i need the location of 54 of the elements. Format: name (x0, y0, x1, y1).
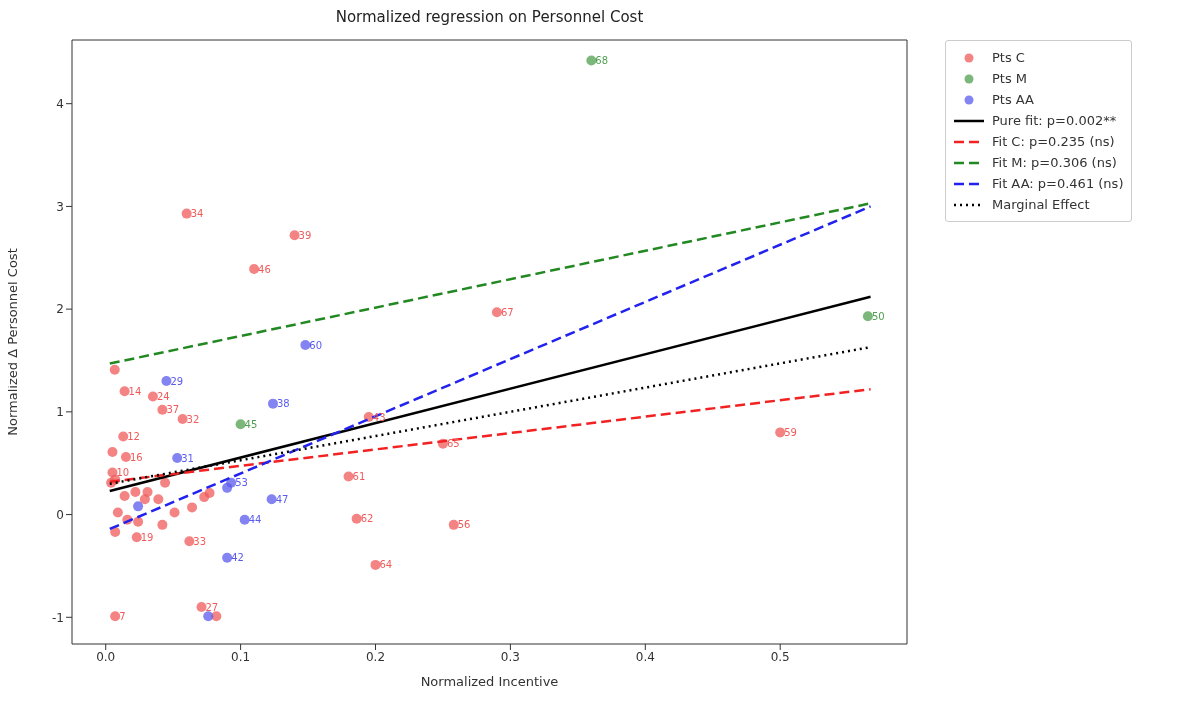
annotation: 62 (360, 513, 374, 525)
legend-label: Fit M: p=0.306 (ns) (992, 155, 1117, 170)
annotation: 50 (871, 310, 885, 322)
annotation: 67 (500, 306, 514, 318)
annotation: 34 (190, 208, 204, 220)
annotation: 42 (231, 552, 244, 564)
annotation: 29 (170, 375, 184, 387)
x-tick-label: 0.3 (500, 649, 520, 664)
annotation: 56 (457, 519, 471, 531)
legend-label: Pts AA (992, 92, 1034, 107)
annotation: 31 (181, 452, 194, 464)
annotation: 7 (119, 610, 126, 622)
chart-title: Normalized regression on Personnel Cost (334, 8, 645, 26)
annotation: 27 (205, 601, 219, 613)
annotation: 33 (193, 535, 207, 547)
annotation: 37 (166, 404, 180, 416)
annotation: 53 (235, 477, 248, 489)
legend-label: Pts C (992, 50, 1025, 65)
legend-label: Marginal Effect (992, 197, 1090, 212)
annotation: 16 (129, 451, 143, 463)
annotation: 60 (309, 339, 323, 351)
x-tick-label: 0.1 (231, 649, 251, 664)
annotation: 39 (298, 229, 312, 241)
annotation: 19 (140, 531, 154, 543)
annotation: 61 (352, 471, 366, 483)
y-tick-label: 3 (56, 199, 64, 214)
legend-label: Fit AA: p=0.461 (ns) (992, 176, 1124, 191)
annotation: 68 (595, 55, 609, 67)
annotation: 45 (244, 418, 258, 430)
annotation: 59 (784, 426, 797, 438)
x-tick-label: 0.2 (365, 649, 386, 664)
y-tick-label: -1 (52, 610, 64, 625)
legend-label: Pure fit: p=0.002** (992, 113, 1117, 128)
y-tick-label: 0 (56, 507, 64, 522)
annotation: 64 (379, 559, 393, 571)
x-axis-title: Normalized Incentive (420, 674, 559, 689)
annotation: 38 (276, 398, 290, 410)
x-tick-label: 0.4 (635, 649, 655, 664)
annotation: 32 (186, 413, 200, 425)
annotation: 10 (116, 467, 130, 479)
annotation: 12 (127, 431, 140, 443)
x-tick-label: 0.0 (96, 649, 116, 664)
y-tick-label: 1 (56, 405, 64, 420)
annotation: 44 (248, 514, 262, 526)
annotation: 65 (446, 438, 460, 450)
legend-label: Fit C: p=0.235 (ns) (992, 134, 1115, 149)
annotation: 14 (128, 385, 142, 397)
x-tick-label: 0.5 (770, 649, 790, 664)
y-tick-label: 2 (56, 302, 64, 317)
legend-label: Pts M (992, 71, 1028, 86)
annotation: 24 (156, 390, 170, 402)
annotation: 47 (275, 493, 289, 505)
y-tick-label: 4 (56, 96, 64, 111)
annotation: 46 (258, 263, 271, 275)
